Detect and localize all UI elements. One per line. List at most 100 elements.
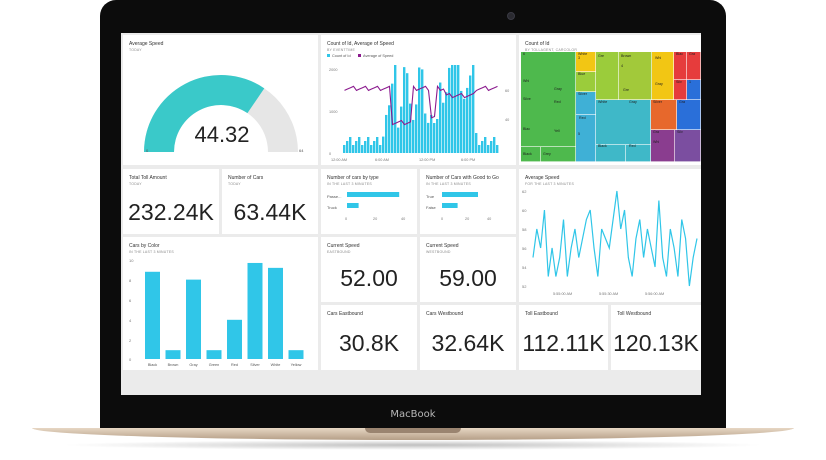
tile-title: Cars Eastbound xyxy=(327,311,363,317)
combo-bar xyxy=(382,136,385,153)
treemap-cell xyxy=(675,130,701,162)
combo-bar xyxy=(358,137,361,153)
tile-cars-by-type[interactable]: Number of cars by type IN THE LAST 3 MIN… xyxy=(321,169,417,234)
tile-treemap[interactable]: Count of Id BY TOLLAGENT, CARCOLOR 6 Whi S… xyxy=(519,35,701,165)
gauge-chart: 0 64 44.32 xyxy=(144,74,304,153)
tile-title: Current Speed xyxy=(426,243,459,249)
combo-bar xyxy=(421,69,424,153)
combo-bar xyxy=(469,75,472,153)
treemap-label: 3 xyxy=(578,56,580,60)
treemap-label: 4 xyxy=(621,64,623,68)
combo-bar xyxy=(496,145,499,153)
treemap-label: Gra xyxy=(679,100,685,104)
combo-bar xyxy=(409,103,412,153)
category-label: True xyxy=(426,194,435,199)
laptop-notch xyxy=(365,428,461,433)
tile-subtitle: BY TOLLAGENT, CARCOLOR xyxy=(525,48,578,52)
combo-bar xyxy=(439,82,442,153)
kpi-value: 30.8K xyxy=(338,330,400,356)
treemap-cell xyxy=(541,147,576,162)
tile-cars-by-color[interactable]: Cars by Color IN THE LAST 3 MINUTES 10 8… xyxy=(123,237,318,370)
tile-average-speed-gauge[interactable]: Average Speed TODAY 0 64 44.32 xyxy=(123,35,318,165)
legend-speed: Average of Speed xyxy=(363,54,393,58)
tile-title: Cars by Color xyxy=(129,243,160,249)
treemap-label: Blac xyxy=(676,52,683,56)
treemap-cell xyxy=(521,52,576,147)
tile-current-speed-west[interactable]: Current Speed WESTBOUND 59.00 xyxy=(420,237,516,302)
tile-current-speed-east[interactable]: Current Speed EASTBOUND 52.00 xyxy=(321,237,417,302)
speed-line xyxy=(344,84,498,126)
combo-bar xyxy=(451,65,454,153)
combo-bar xyxy=(427,122,430,153)
treemap-label: 6 xyxy=(523,52,525,56)
combo-bar xyxy=(475,133,478,153)
dashboard-screen: Average Speed TODAY 0 64 44.32 Count of … xyxy=(121,33,701,395)
bar xyxy=(206,350,222,359)
tile-subtitle: TODAY xyxy=(228,182,241,186)
color-bar-chart: 10 8 6 4 2 0 Black Brown Gray Green Red Silve… xyxy=(129,258,304,367)
treemap-cell xyxy=(521,147,541,162)
combo-bar xyxy=(352,145,355,153)
tile-toll-westbound[interactable]: Toll Westbound 120.13K xyxy=(611,305,701,370)
x-tick: 12:00 PM xyxy=(419,158,435,162)
combo-bar xyxy=(436,119,439,153)
bar xyxy=(186,279,201,359)
combo-bar xyxy=(370,145,373,153)
category-label: Truck xyxy=(327,205,337,210)
kpi-value: 120.13K xyxy=(613,330,699,356)
tile-title: Number of Cars with Good to Go xyxy=(426,175,499,181)
y-tick: 54 xyxy=(522,265,527,270)
x-tick: Silver xyxy=(250,363,260,367)
combo-bar xyxy=(406,73,409,153)
combo-bar xyxy=(433,123,436,153)
y-tick: 2 xyxy=(129,338,132,343)
tile-total-toll[interactable]: Total Toll Amount TODAY 232.24K xyxy=(123,169,219,234)
treemap-label: Yell xyxy=(554,129,560,133)
treemap-label: Brown xyxy=(621,54,631,58)
bar xyxy=(268,267,283,359)
x-tick: 5:55:30 AM xyxy=(599,292,618,296)
treemap-label: Grey xyxy=(543,152,551,156)
x-tick: 5:56:00 AM xyxy=(645,292,664,296)
x-tick: Brown xyxy=(168,363,179,367)
treemap-label: Silv xyxy=(677,130,683,134)
combo-bar xyxy=(394,65,397,153)
combo-bar xyxy=(346,141,349,153)
tile-cars-eastbound[interactable]: Cars Eastbound 30.8K xyxy=(321,305,417,370)
tile-toll-eastbound[interactable]: Toll Eastbound 112.11K xyxy=(519,305,608,370)
combo-bar xyxy=(457,65,460,153)
tile-title: Number of cars by type xyxy=(327,175,379,181)
treemap-label: Black xyxy=(598,144,607,148)
treemap-label: Silv xyxy=(676,80,682,84)
y-tick: 10 xyxy=(129,258,134,263)
y-left-tick: 2000 xyxy=(329,68,337,72)
treemap-cell xyxy=(651,130,675,162)
y-right-tick: 60 xyxy=(505,89,509,93)
tile-number-of-cars[interactable]: Number of Cars TODAY 63.44K xyxy=(222,169,318,234)
combo-bar xyxy=(463,98,466,153)
x-tick: Gray xyxy=(189,363,197,367)
treemap-cell xyxy=(576,52,596,72)
tile-title: Current Speed xyxy=(327,243,360,249)
tile-count-avg-speed[interactable]: Count of Id, Average of Speed BY EVENTTI… xyxy=(321,35,516,165)
treemap-cell xyxy=(576,115,596,162)
tile-good-to-go[interactable]: Number of Cars with Good to Go IN THE LA… xyxy=(420,169,516,234)
tile-average-speed-line[interactable]: Average Speed FOR THE LAST 3 MINUTES 62 … xyxy=(519,169,701,302)
treemap-cell xyxy=(596,100,651,145)
tile-title: Count of Id xyxy=(525,41,550,47)
x-tick: 20 xyxy=(465,217,469,221)
laptop-shadow xyxy=(60,440,766,450)
treemap-cell xyxy=(677,100,701,130)
x-tick: Red xyxy=(231,363,238,367)
treemap-label: Blue xyxy=(578,72,585,76)
treemap-cell xyxy=(652,52,674,100)
combo-bar xyxy=(415,104,418,153)
tile-subtitle: TODAY xyxy=(129,48,142,52)
tile-subtitle: FOR THE LAST 3 MINUTES xyxy=(525,182,575,186)
kpi-value: 32.64K xyxy=(431,330,505,356)
x-tick: Black xyxy=(148,363,157,367)
tile-cars-westbound[interactable]: Cars Westbound 32.64K xyxy=(420,305,516,370)
y-tick: 60 xyxy=(522,208,527,213)
kpi-value: 112.11K xyxy=(522,330,605,356)
tile-title: Average Speed xyxy=(525,175,560,181)
